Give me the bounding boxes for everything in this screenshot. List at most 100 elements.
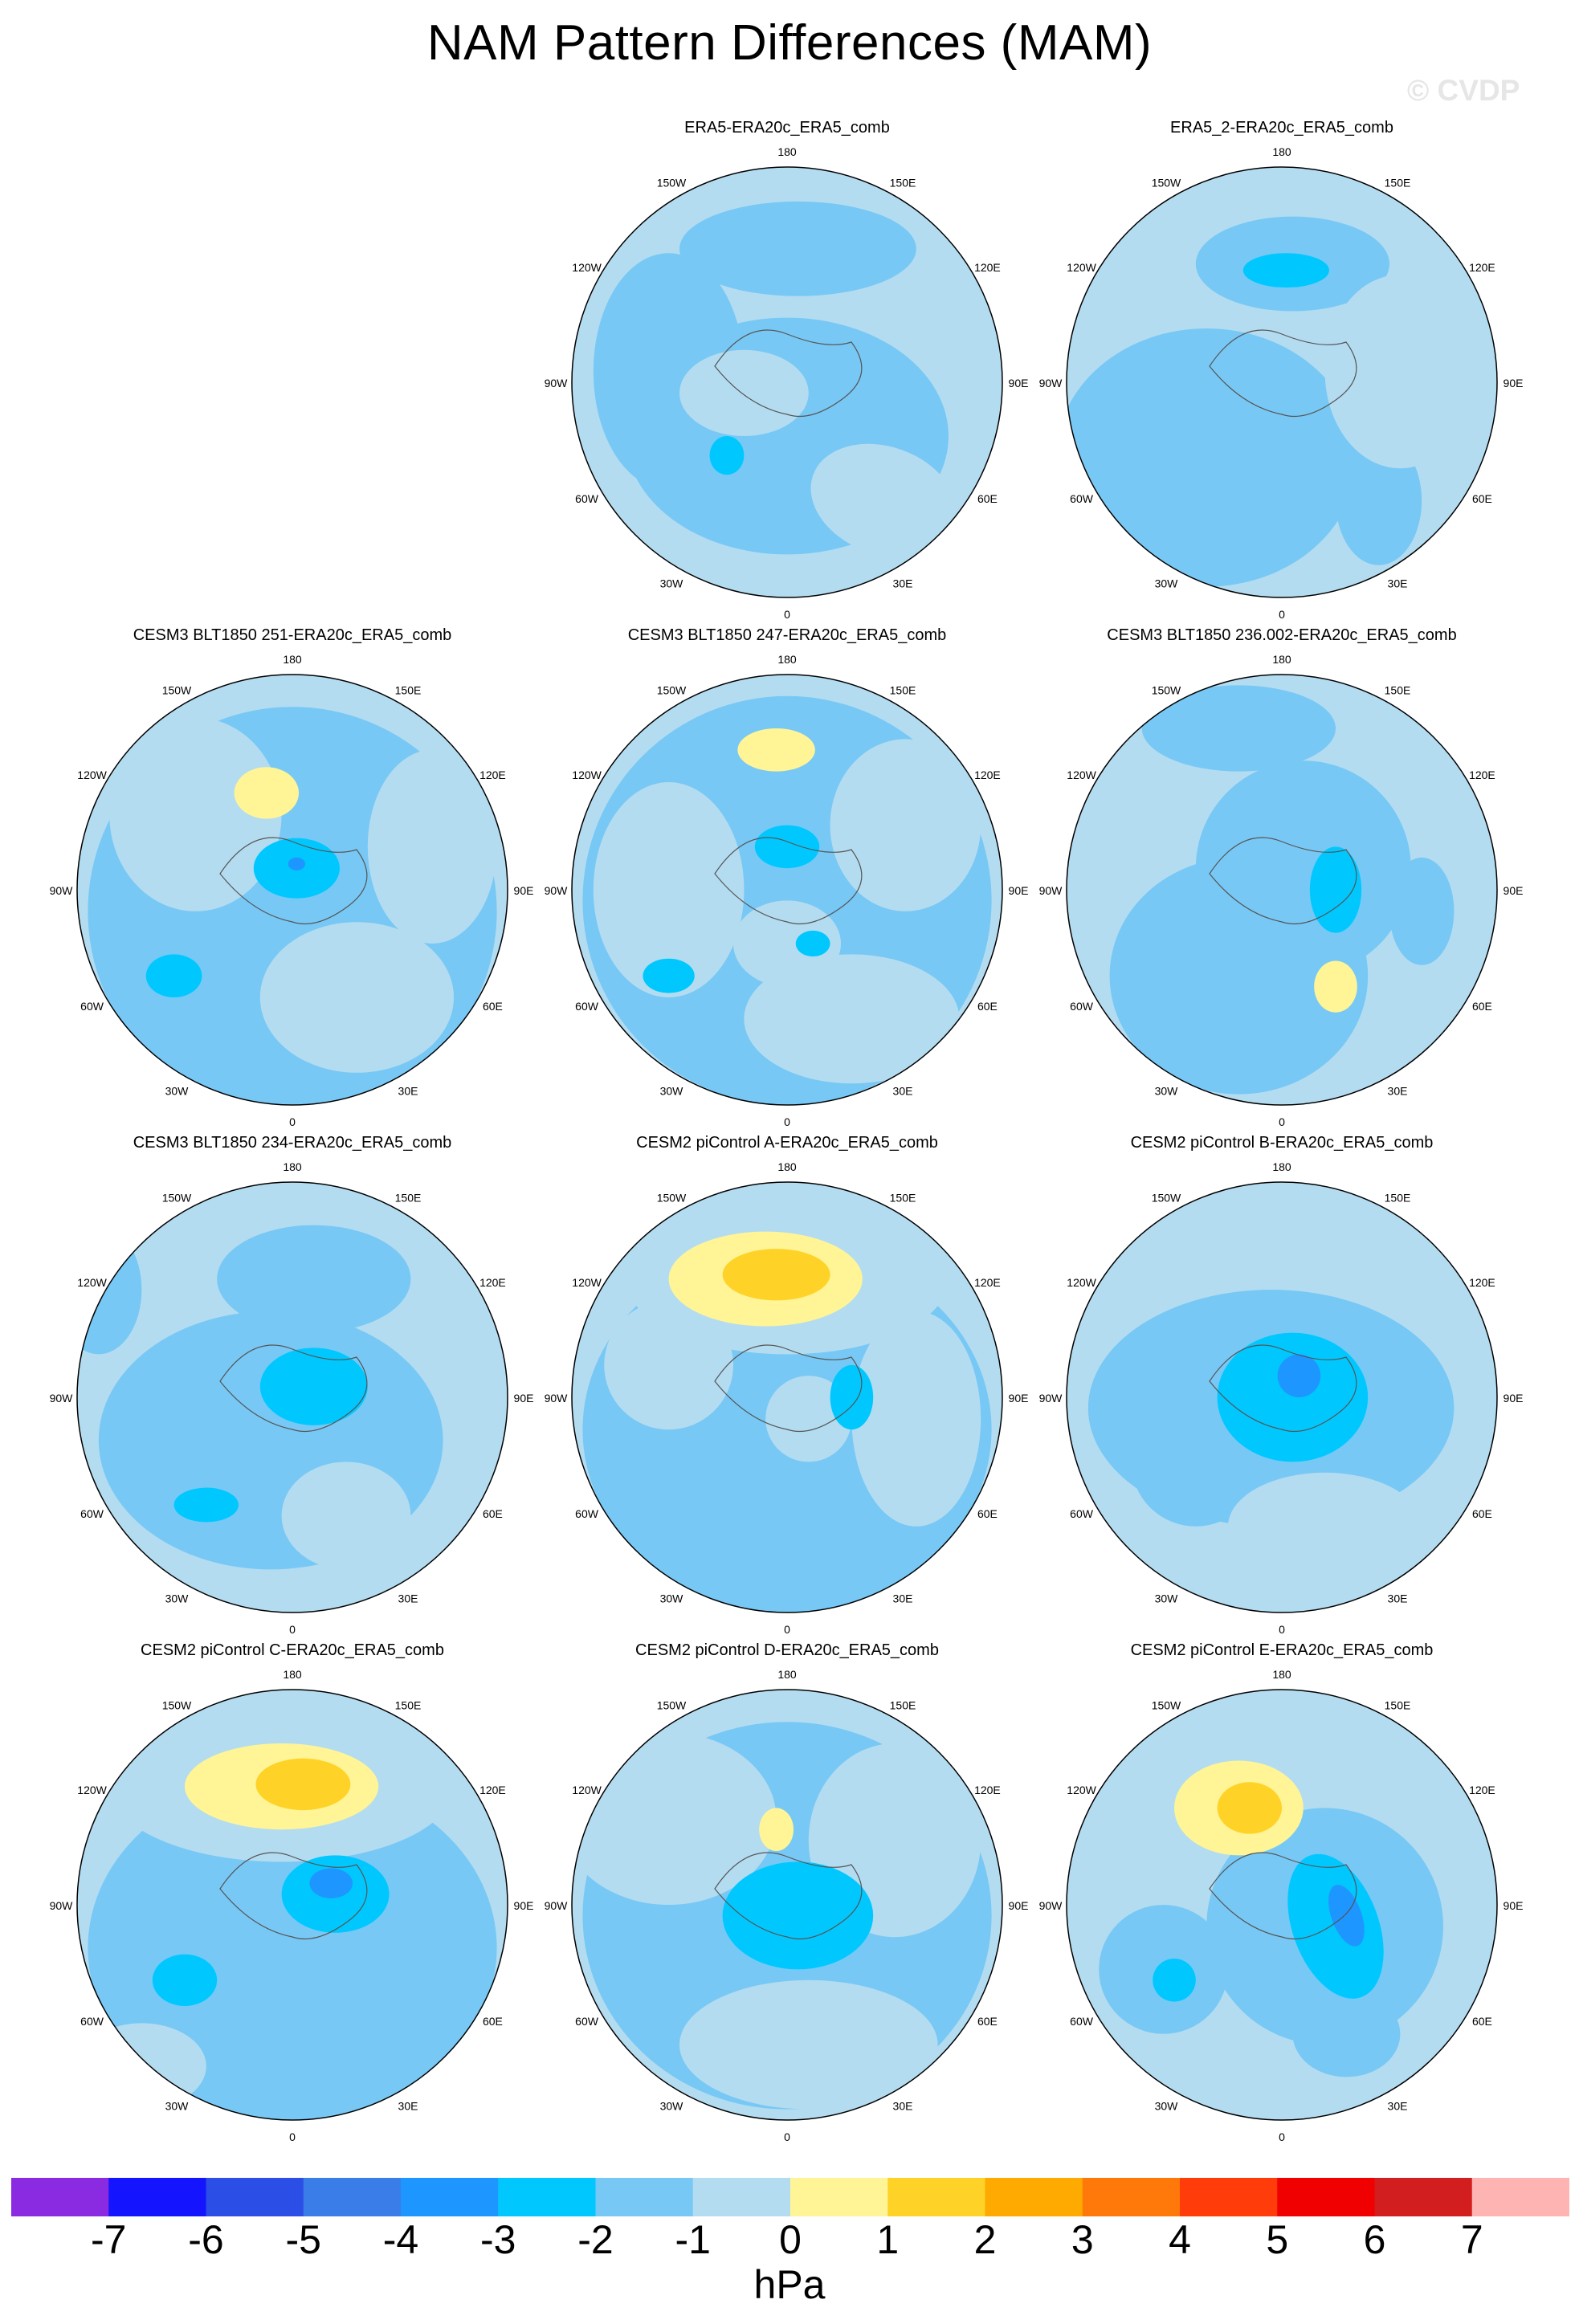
lon-label: 30W [660, 1592, 684, 1604]
lon-label: 30W [660, 2099, 684, 2112]
colorbar-swatch [985, 2178, 1083, 2216]
lon-label: 180 [1272, 653, 1291, 666]
polar-map: 180 150E 120E 90E 60E 30E 0 30W 60W 90W 120W 150W [545, 1668, 1029, 2143]
lon-label: 90E [1009, 1392, 1029, 1405]
lon-label: 30W [1155, 2099, 1179, 2112]
lon-label: 60E [977, 2015, 998, 2028]
contour-region [1153, 1959, 1196, 2002]
lon-label: 150W [162, 1699, 192, 1712]
map-panel: CESM2 piControl B-ERA20c_ERA5_comb 180 15… [1025, 1134, 1539, 1640]
lon-label: 120W [1067, 1276, 1096, 1289]
map-border [571, 674, 1003, 1106]
lon-label: 60E [483, 1000, 503, 1013]
polar-map: 180 150E 120E 90E 60E 30E 0 30W 60W 90W 120W 150W [1039, 145, 1524, 621]
lon-label: 150E [1385, 684, 1411, 697]
lon-label: 0 [1279, 1623, 1285, 1636]
lon-label: 0 [784, 608, 790, 621]
map-panel: CESM3 BLT1850 247-ERA20c_ERA5_comb 180 15… [530, 626, 1044, 1132]
map-border [1066, 1689, 1498, 2121]
map-panel: ERA5_2-ERA20c_ERA5_comb 180 150E 120E 90E 60… [1025, 119, 1539, 625]
cvdp-watermark: © CVDP [1407, 74, 1520, 107]
lon-label: 90E [514, 1899, 534, 1912]
lon-label: 150W [657, 1699, 687, 1712]
lon-label: 180 [283, 1160, 302, 1173]
panel-title: CESM3 BLT1850 251-ERA20c_ERA5_comb [133, 626, 452, 644]
lon-label: 90W [1039, 377, 1063, 389]
lon-label: 150E [395, 1192, 422, 1205]
lon-label: 180 [1272, 1668, 1291, 1681]
lon-label: 120W [77, 1276, 107, 1289]
colorbar-tick-label: -4 [382, 2217, 419, 2262]
lon-label: 180 [283, 653, 302, 666]
lon-label: 150W [1152, 684, 1181, 697]
map-field [572, 1690, 1002, 2120]
lon-label: 0 [1279, 2130, 1285, 2143]
contour-region [367, 749, 497, 944]
map-panel: CESM3 BLT1850 236.002-ERA20c_ERA5_comb 1… [1025, 626, 1539, 1132]
panel-title: ERA5_2-ERA20c_ERA5_comb [1170, 119, 1393, 137]
colorbar-swatch [595, 2178, 694, 2216]
contour-region [217, 1225, 411, 1333]
map-field [1067, 1182, 1497, 1613]
lon-label: 150E [395, 684, 422, 697]
lon-label: 90E [1504, 884, 1524, 897]
polar-map: 180 150E 120E 90E 60E 30E 0 30W 60W 90W 120W 150W [545, 1160, 1029, 1636]
coastline [219, 1852, 368, 1940]
lon-label: 60E [977, 1000, 998, 1013]
contour-region [1067, 328, 1357, 587]
contour-region [593, 782, 745, 997]
contour-region [593, 253, 745, 490]
colorbar-swatch [1471, 2178, 1569, 2216]
lon-label: 60W [1070, 1507, 1094, 1520]
contour-region [830, 1364, 874, 1430]
colorbar-tick-label: 7 [1460, 2217, 1483, 2262]
lon-label: 180 [1272, 1160, 1291, 1173]
colorbar-swatch [206, 2178, 304, 2216]
contour-region [643, 958, 695, 993]
lon-label: 120E [974, 261, 1001, 274]
coastline [714, 1852, 863, 1940]
contour-region [77, 2023, 206, 2110]
lon-label: 180 [777, 1160, 797, 1173]
map-border [1066, 1181, 1498, 1613]
lon-label: 150W [162, 684, 192, 697]
lon-label: 0 [1279, 608, 1285, 621]
colorbar-tick-label: -7 [91, 2217, 127, 2262]
lon-label: 150W [1152, 1699, 1181, 1712]
map-panel: CESM3 BLT1850 251-ERA20c_ERA5_comb 180 15… [35, 626, 549, 1132]
contour-region [1228, 1472, 1422, 1580]
colorbar-tick-label: 1 [876, 2217, 900, 2262]
lon-label: 90W [50, 1392, 74, 1405]
map-field [1067, 1690, 1497, 2120]
lon-label: 60E [1472, 1000, 1492, 1013]
contour-region [679, 349, 809, 436]
lon-label: 0 [289, 1115, 296, 1128]
lon-label: 90W [545, 377, 569, 389]
colorbar-swatch [1082, 2178, 1181, 2216]
polar-map: 180 150E 120E 90E 60E 30E 0 30W 60W 90W 120W 150W [1039, 653, 1524, 1128]
lon-label: 30E [398, 2099, 418, 2112]
lon-label: 30W [165, 1592, 190, 1604]
lon-label: 120E [1469, 1276, 1495, 1289]
lon-label: 60E [977, 492, 998, 505]
lon-label: 30E [893, 1592, 913, 1604]
colorbar-tick-label: 6 [1363, 2217, 1386, 2262]
contour-region [744, 954, 960, 1084]
map-border [76, 674, 508, 1106]
map-field [77, 1182, 508, 1613]
contour-region [851, 1311, 981, 1527]
lon-label: 0 [784, 2130, 790, 2143]
panel-title: CESM2 piControl E-ERA20c_ERA5_comb [1130, 1641, 1434, 1659]
panel-title: CESM2 piControl B-ERA20c_ERA5_comb [1130, 1134, 1434, 1152]
contour-region [152, 1954, 218, 2006]
lon-label: 150W [657, 177, 687, 190]
lon-label: 30E [398, 1592, 418, 1604]
contour-region [795, 930, 830, 957]
contour-region [309, 1868, 353, 1898]
lon-label: 60W [575, 1000, 599, 1013]
contour-region [145, 954, 202, 997]
lon-label: 0 [289, 1623, 296, 1636]
panel-title: CESM3 BLT1850 234-ERA20c_ERA5_comb [133, 1134, 452, 1152]
contour-region [234, 767, 300, 819]
lon-label: 0 [1279, 1115, 1285, 1128]
